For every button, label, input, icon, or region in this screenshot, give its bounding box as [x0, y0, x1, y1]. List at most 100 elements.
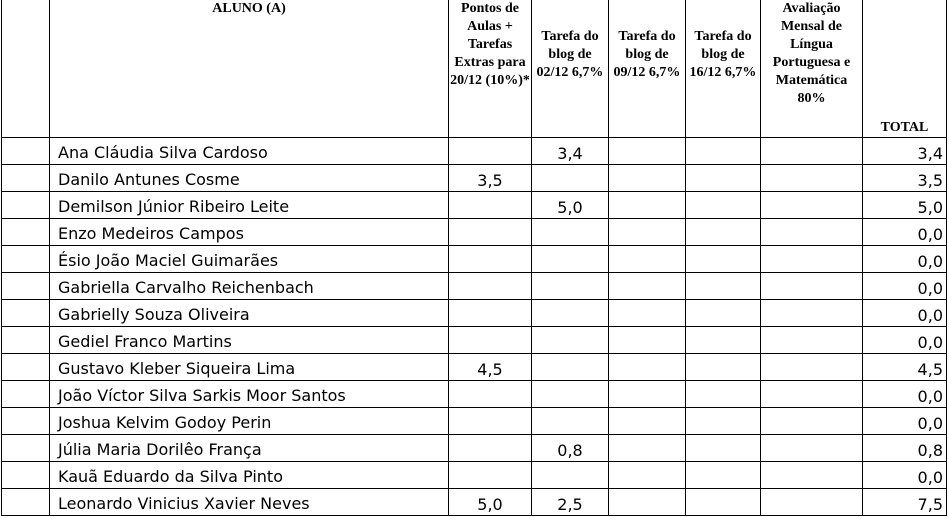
- blog-0212-cell: [531, 353, 609, 381]
- blank-cell: [1, 191, 50, 219]
- avaliacao-cell: [760, 380, 863, 408]
- student-name: Ésio João Maciel Guimarães: [49, 245, 449, 273]
- blog-0212-cell: [531, 461, 609, 489]
- total-cell: 0,0: [862, 272, 947, 300]
- total-cell: 0,0: [862, 407, 947, 435]
- student-name: Enzo Medeiros Campos: [49, 218, 449, 246]
- table-row: Gediel Franco Martins 0,0: [1, 326, 947, 354]
- blog-0912-cell: [608, 380, 686, 408]
- blog-0912-cell: [608, 434, 686, 462]
- pontos-cell: 3,5: [448, 164, 532, 192]
- blog-0912-cell: [608, 218, 686, 246]
- avaliacao-cell: [760, 488, 863, 516]
- header-blog-1612: Tarefa do blog de 16/12 6,7%: [685, 0, 761, 138]
- student-name: Júlia Maria Dorilêo França: [49, 434, 449, 462]
- blog-1612-cell: [685, 164, 761, 192]
- blog-1612-cell: [685, 461, 761, 489]
- table-row: Demilson Júnior Ribeiro Leite 5,0 5,0: [1, 191, 947, 219]
- pontos-cell: [448, 407, 532, 435]
- pontos-cell: [448, 299, 532, 327]
- blog-0212-cell: [531, 407, 609, 435]
- pontos-cell: [448, 434, 532, 462]
- blog-1612-cell: [685, 434, 761, 462]
- total-cell: 3,4: [862, 137, 947, 165]
- blog-0212-cell: [531, 326, 609, 354]
- blog-1612-cell: [685, 380, 761, 408]
- blog-0212-cell: [531, 164, 609, 192]
- blog-0212-cell: 3,4: [531, 137, 609, 165]
- total-cell: 0,0: [862, 380, 947, 408]
- blank-cell: [1, 488, 50, 516]
- avaliacao-cell: [760, 272, 863, 300]
- blog-1612-cell: [685, 245, 761, 273]
- blank-cell: [1, 164, 50, 192]
- blog-1612-cell: [685, 488, 761, 516]
- student-name: Gabrielly Souza Oliveira: [49, 299, 449, 327]
- table-row: Ana Cláudia Silva Cardoso 3,4 3,4: [1, 137, 947, 165]
- table-row: Gabriella Carvalho Reichenbach 0,0: [1, 272, 947, 300]
- blog-0212-cell: [531, 218, 609, 246]
- table-row: Júlia Maria Dorilêo França 0,8 0,8: [1, 434, 947, 462]
- blog-0212-cell: 5,0: [531, 191, 609, 219]
- blank-cell: [1, 380, 50, 408]
- blog-0912-cell: [608, 164, 686, 192]
- blog-0912-cell: [608, 272, 686, 300]
- avaliacao-cell: [760, 434, 863, 462]
- header-total: TOTAL: [862, 0, 947, 138]
- blog-0212-cell: 0,8: [531, 434, 609, 462]
- table-row: João Víctor Silva Sarkis Moor Santos 0,0: [1, 380, 947, 408]
- blank-cell: [1, 353, 50, 381]
- student-name: João Víctor Silva Sarkis Moor Santos: [49, 380, 449, 408]
- blog-1612-cell: [685, 218, 761, 246]
- pontos-cell: [448, 272, 532, 300]
- table-row: Enzo Medeiros Campos 0,0: [1, 218, 947, 246]
- avaliacao-cell: [760, 407, 863, 435]
- blog-0912-cell: [608, 299, 686, 327]
- blog-0912-cell: [608, 407, 686, 435]
- pontos-cell: [448, 137, 532, 165]
- avaliacao-cell: [760, 137, 863, 165]
- avaliacao-cell: [760, 218, 863, 246]
- total-cell: 3,5: [862, 164, 947, 192]
- header-aluno: ALUNO (A): [49, 0, 449, 138]
- blog-0912-cell: [608, 191, 686, 219]
- header-row: ALUNO (A) Pontos de Aulas + Tarefas Extr…: [1, 0, 947, 138]
- total-cell: 0,8: [862, 434, 947, 462]
- table-row: Kauã Eduardo da Silva Pinto 0,0: [1, 461, 947, 489]
- student-name: Gabriella Carvalho Reichenbach: [49, 272, 449, 300]
- header-avaliacao: Avaliação Mensal de Língua Portuguesa e …: [760, 0, 863, 138]
- blog-1612-cell: [685, 353, 761, 381]
- pontos-cell: [448, 380, 532, 408]
- total-cell: 0,0: [862, 299, 947, 327]
- table-row: Ésio João Maciel Guimarães 0,0: [1, 245, 947, 273]
- pontos-cell: [448, 326, 532, 354]
- blank-cell: [1, 218, 50, 246]
- blog-0212-cell: [531, 380, 609, 408]
- total-cell: 0,0: [862, 245, 947, 273]
- total-cell: 4,5: [862, 353, 947, 381]
- total-cell: 0,0: [862, 461, 947, 489]
- total-cell: 0,0: [862, 326, 947, 354]
- blog-0212-cell: [531, 272, 609, 300]
- avaliacao-cell: [760, 299, 863, 327]
- student-name: Kauã Eduardo da Silva Pinto: [49, 461, 449, 489]
- total-cell: 7,5: [862, 488, 947, 516]
- avaliacao-cell: [760, 164, 863, 192]
- blog-0912-cell: [608, 245, 686, 273]
- blog-1612-cell: [685, 191, 761, 219]
- student-name: Ana Cláudia Silva Cardoso: [49, 137, 449, 165]
- blog-0912-cell: [608, 461, 686, 489]
- blog-0912-cell: [608, 488, 686, 516]
- blank-cell: [1, 461, 50, 489]
- blog-0212-cell: 2,5: [531, 488, 609, 516]
- blog-0912-cell: [608, 326, 686, 354]
- table-row: Gustavo Kleber Siqueira Lima 4,5 4,5: [1, 353, 947, 381]
- blank-cell: [1, 434, 50, 462]
- avaliacao-cell: [760, 353, 863, 381]
- blog-1612-cell: [685, 407, 761, 435]
- student-name: Gustavo Kleber Siqueira Lima: [49, 353, 449, 381]
- header-blog-0212: Tarefa do blog de 02/12 6,7%: [531, 0, 609, 138]
- student-name: Gediel Franco Martins: [49, 326, 449, 354]
- student-name: Leonardo Vinicius Xavier Neves: [49, 488, 449, 516]
